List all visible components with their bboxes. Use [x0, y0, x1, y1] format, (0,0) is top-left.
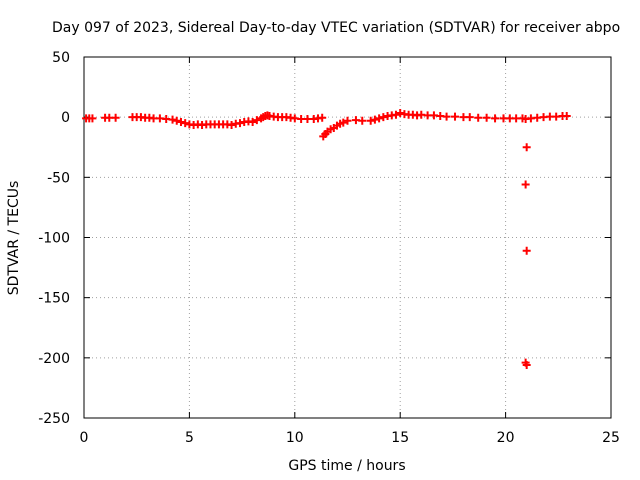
- data-point: [176, 117, 185, 126]
- x-tick-label: 10: [286, 430, 304, 446]
- data-point: [339, 118, 348, 127]
- data-point: [227, 120, 236, 129]
- data-point: [379, 113, 388, 122]
- data-point: [88, 114, 97, 123]
- data-point: [522, 246, 531, 255]
- data-point: [522, 361, 531, 370]
- data-point: [375, 114, 384, 123]
- data-series: [82, 108, 571, 370]
- data-point: [491, 114, 500, 123]
- data-point: [358, 116, 367, 125]
- x-tick-labels: 0 5 10 15 20 25: [80, 430, 620, 446]
- y-tick-label: -100: [38, 231, 70, 247]
- data-point: [235, 119, 244, 128]
- y-tick-label: -150: [38, 291, 70, 307]
- chart-title: Day 097 of 2023, Sidereal Day-to-day VTE…: [52, 20, 620, 36]
- x-tick-label: 25: [602, 430, 620, 446]
- data-point: [366, 116, 375, 125]
- data-point: [248, 117, 257, 126]
- x-tick-label: 20: [497, 430, 515, 446]
- data-point: [442, 112, 451, 121]
- data-point: [451, 112, 460, 121]
- grid: [84, 57, 611, 418]
- data-point: [370, 115, 379, 124]
- data-point: [474, 113, 483, 122]
- x-tick-label: 0: [80, 430, 89, 446]
- x-tick-label: 15: [391, 430, 409, 446]
- y-axis-title: SDTVAR / TECUs: [6, 181, 22, 296]
- data-point: [522, 143, 531, 152]
- x-tick-label: 5: [185, 430, 194, 446]
- y-tick-label: -200: [38, 351, 70, 367]
- y-tick-label: 0: [61, 110, 70, 126]
- data-point: [181, 119, 190, 128]
- data-point: [343, 116, 352, 125]
- y-tick-labels: -250 -200 -150 -100 -50 0 50: [38, 50, 70, 427]
- plot-frame: [83, 56, 612, 419]
- data-point: [111, 113, 120, 122]
- data-point: [318, 113, 327, 122]
- data-point: [252, 116, 261, 125]
- x-axis-title: GPS time / hours: [288, 458, 405, 474]
- y-tick-label: 50: [52, 50, 70, 66]
- data-point: [482, 113, 491, 122]
- data-point: [391, 110, 400, 119]
- data-point: [521, 180, 530, 189]
- data-point: [168, 115, 177, 124]
- axis-ticks: [83, 56, 612, 419]
- data-point: [465, 113, 474, 122]
- y-tick-label: -50: [47, 170, 70, 186]
- data-point: [396, 108, 405, 117]
- data-point: [562, 111, 571, 120]
- data-point: [172, 116, 181, 125]
- y-tick-label: -250: [38, 411, 70, 427]
